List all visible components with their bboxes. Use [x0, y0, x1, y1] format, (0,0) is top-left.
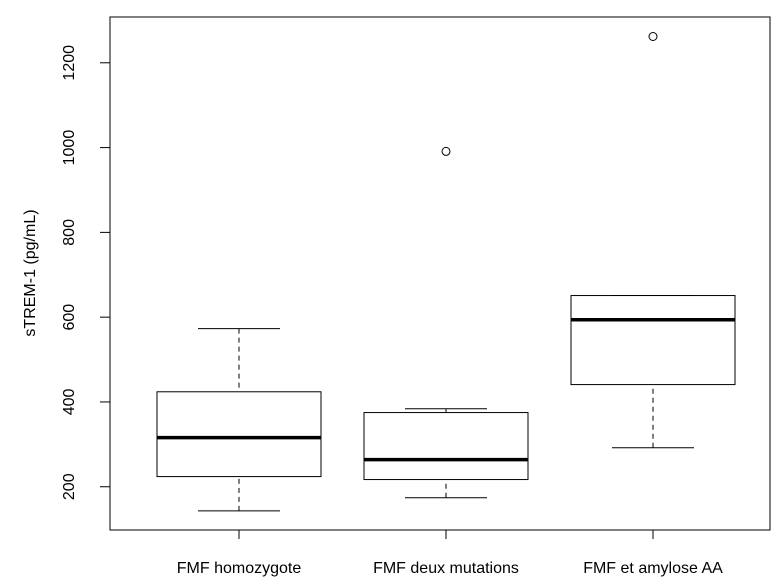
outlier [441, 146, 451, 156]
y-axis-label: sTREM-1 (pg/mL) [22, 209, 39, 336]
y-tick-label: 800 [61, 219, 78, 246]
x-tick-label: FMF deux mutations [373, 560, 519, 577]
y-tick-label: 1000 [61, 130, 78, 166]
y-tick-label: 200 [61, 473, 78, 500]
box [570, 295, 736, 386]
y-tick-label: 1200 [61, 45, 78, 81]
box [363, 412, 529, 481]
y-tick-label: 600 [61, 304, 78, 331]
x-tick-label: FMF et amylose AA [583, 560, 723, 577]
plot-frame [109, 16, 771, 531]
x-tick-label: FMF homozygote [177, 560, 302, 577]
outlier [648, 32, 658, 42]
box [156, 391, 322, 478]
y-tick-label: 400 [61, 389, 78, 416]
